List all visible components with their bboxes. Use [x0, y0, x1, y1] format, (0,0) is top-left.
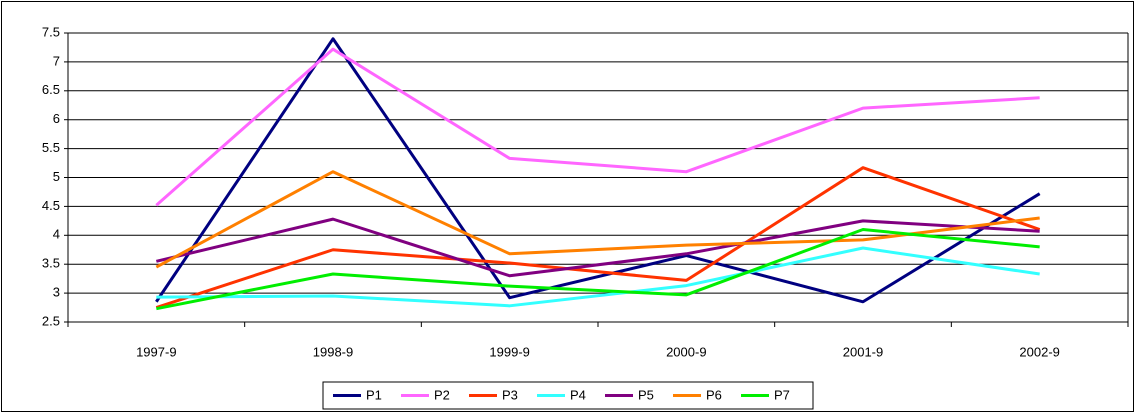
- series-line: [155, 170, 1040, 269]
- series-line: [155, 217, 1040, 278]
- y-tick-label: 6: [53, 111, 60, 126]
- y-tick-label: 4.5: [42, 198, 60, 213]
- series-line: [156, 246, 1040, 308]
- legend-label: P1: [366, 387, 382, 402]
- y-tick-label: 2.5: [42, 313, 60, 328]
- y-tick-label: 4: [53, 227, 60, 242]
- legend-label: P6: [706, 387, 722, 402]
- y-tick-label: 5: [53, 169, 60, 184]
- x-tick-label: 1999-9: [489, 344, 529, 359]
- x-tick-label: 1997-9: [136, 344, 176, 359]
- y-tick-label: 5.5: [42, 140, 60, 155]
- series-line: [155, 37, 1041, 304]
- series-line: [155, 47, 1040, 207]
- series-line: [156, 228, 1040, 311]
- legend-label: P3: [502, 387, 518, 402]
- x-tick-label: 2001-9: [843, 344, 883, 359]
- legend-label: P5: [638, 387, 654, 402]
- y-tick-label: 6.5: [42, 82, 60, 97]
- x-tick-label: 2002-9: [1019, 344, 1059, 359]
- x-tick-label: 1998-9: [313, 344, 353, 359]
- legend-label: P2: [434, 387, 450, 402]
- y-tick-label: 3: [53, 285, 60, 300]
- y-tick-label: 7: [53, 53, 60, 68]
- legend-label: P4: [570, 387, 586, 402]
- series-line: [155, 166, 1041, 309]
- legend-label: P7: [774, 387, 790, 402]
- y-tick-label: 7.5: [42, 24, 60, 39]
- y-tick-label: 3.5: [42, 256, 60, 271]
- x-tick-label: 2000-9: [666, 344, 706, 359]
- legend-box: [322, 381, 814, 410]
